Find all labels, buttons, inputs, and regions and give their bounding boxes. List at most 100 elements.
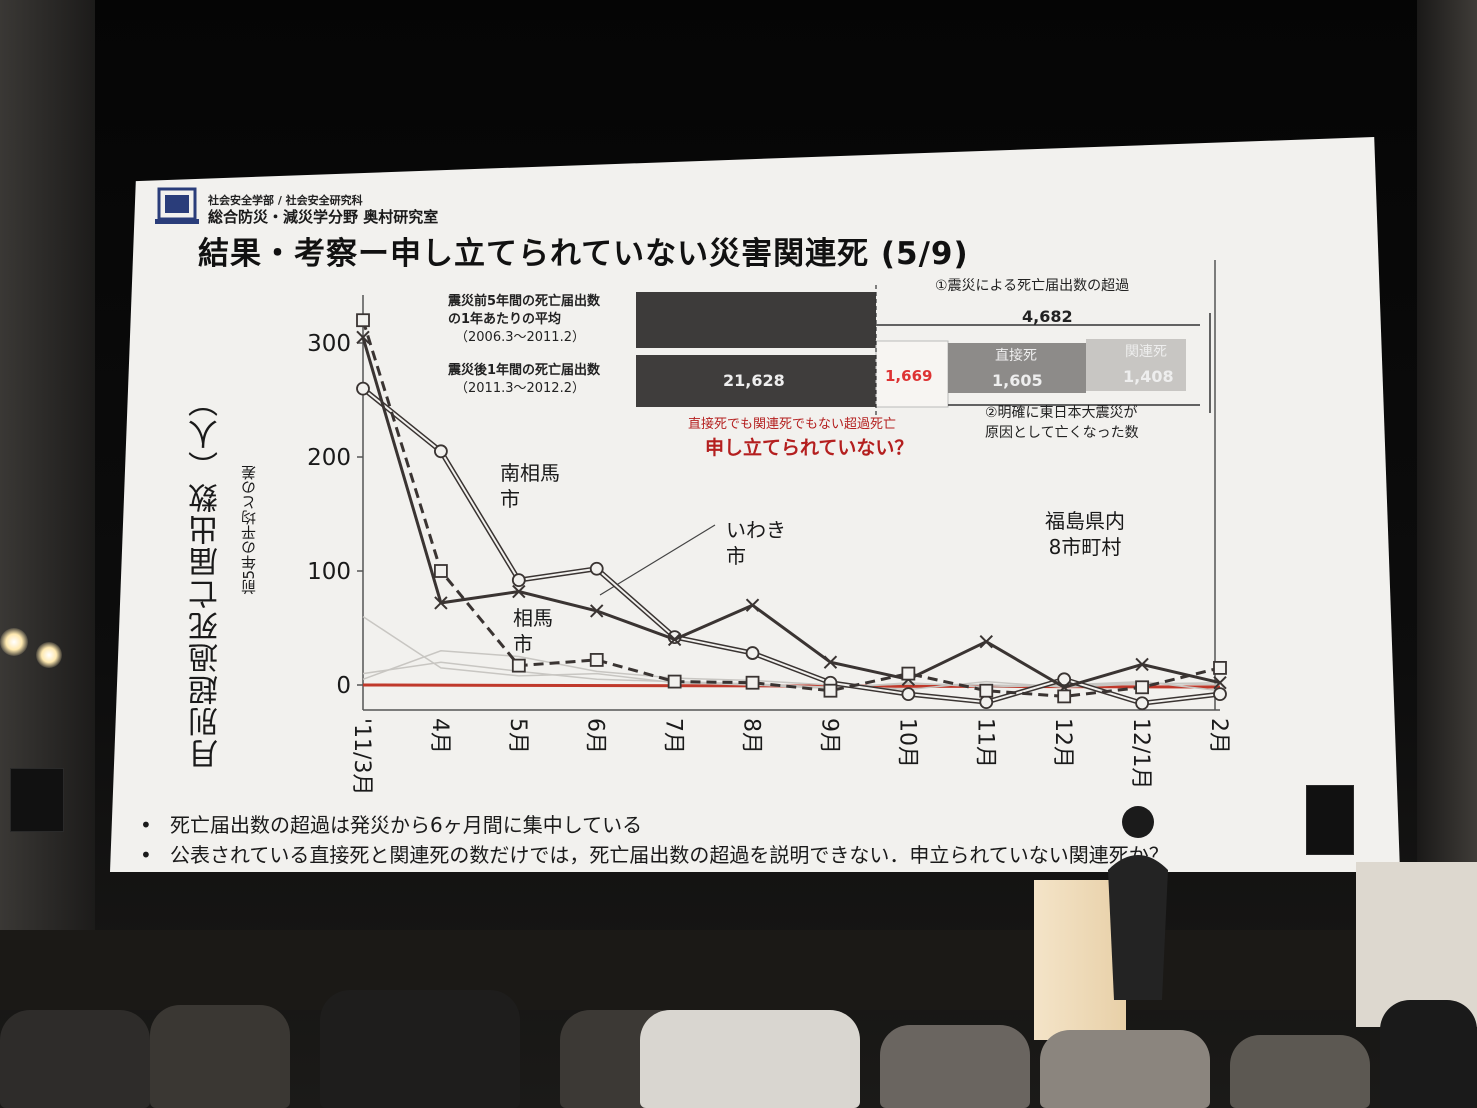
series-line-iwaki [361, 336, 1221, 689]
x-tick-label: 12/1月 [1128, 718, 1153, 789]
speaker-right [1306, 785, 1354, 855]
point-soma [589, 653, 604, 667]
clear-cause-1: ②明確に東日本大震災が [985, 405, 1138, 421]
point-soma [745, 675, 760, 690]
point-minamisoma [745, 646, 760, 660]
point-soma [823, 683, 838, 698]
neither-label: 直接死でも関連死でもない超過死亡 [688, 417, 897, 432]
point-soma [1213, 660, 1227, 675]
unclaimed-question: 申し立てられていない？ [705, 437, 914, 459]
point-soma [356, 313, 370, 328]
presenter-silhouette [1108, 806, 1168, 1000]
audience-seat [640, 1010, 860, 1108]
point-soma [1057, 689, 1072, 704]
header-lab: 総合防災・減災学分野 奥村研究室 [208, 208, 439, 226]
x-tick-label: 12月 [1050, 718, 1075, 768]
point-iwaki [1135, 657, 1149, 672]
point-soma [901, 666, 916, 681]
bullet-item-1: • 死亡届出数の超過は発災から6ヶ月間に集中している [140, 813, 643, 837]
related-label: 関連死 [1125, 344, 1167, 360]
point-iwaki [590, 604, 604, 618]
x-tick-label: 8月 [739, 718, 764, 754]
related-value: 1,408 [1123, 367, 1174, 386]
bar-value-2: 1,669 [885, 367, 933, 385]
point-soma [979, 683, 994, 698]
slide-title: 結果・考察ー申し立てられていない災害関連死 (5/9) [198, 236, 969, 272]
point-minamisoma [589, 561, 604, 576]
background-series-line [362, 650, 1221, 691]
bullet-list: • 死亡届出数の超過は発災から6ヶ月間に集中している • 公表されている直接死と関連… [140, 810, 1380, 870]
label-fukushima: 福島県内 8市町村 [1045, 509, 1125, 559]
bullet-item-2: • 公表されている直接死と関連死の数だけでは，死亡届出数の超過を説明できない．申立… [140, 843, 1169, 867]
point-iwaki [979, 634, 993, 649]
audience-seat [1040, 1030, 1210, 1108]
x-tick-label: 7月 [661, 718, 686, 754]
projection-screen [110, 137, 1400, 872]
point-soma [511, 658, 526, 673]
direct-value: 1,605 [992, 371, 1043, 390]
bar-value-1: 21,628 [723, 371, 785, 390]
excess-label: ①震災による死亡届出数の超過 [935, 278, 1130, 294]
point-minamisoma [901, 687, 916, 702]
series-line-soma [361, 319, 1221, 698]
point-iwaki [667, 632, 682, 647]
whiteboard [1356, 862, 1477, 1027]
excess-value: 4,682 [1022, 307, 1073, 326]
x-tick-label: 2月 [1206, 718, 1231, 754]
x-tick-label: 6月 [583, 718, 608, 754]
direct-death-bar [948, 343, 1086, 393]
left-wall [0, 0, 95, 1000]
x-tick-label: 5月 [505, 718, 530, 754]
point-iwaki [745, 598, 760, 612]
post-quake-base-bar [636, 355, 876, 407]
pre-quake-label-2: の1年あたりの平均 [448, 312, 562, 327]
x-tick-label: 4月 [427, 718, 452, 754]
related-death-bar [1086, 339, 1186, 391]
x-tick-label: 10月 [894, 718, 919, 768]
stage-light-left-2 [36, 642, 62, 668]
x-tick-label: 11月 [972, 718, 997, 768]
point-iwaki [434, 596, 448, 610]
point-minamisoma [511, 573, 526, 588]
point-minamisoma [1057, 672, 1072, 687]
audience-seat [320, 990, 520, 1108]
x-tick-label: '11/3月 [349, 718, 374, 795]
iwaki-leader-line [599, 524, 716, 596]
point-minamisoma [1135, 696, 1149, 711]
post-quake-label-1: 震災後1年間の死亡届出数 [448, 363, 601, 378]
point-soma [434, 564, 448, 578]
point-iwaki [1213, 676, 1227, 690]
pre-quake-label-1: 震災前5年間の死亡届出数 [448, 294, 601, 309]
point-minamisoma [979, 695, 994, 710]
stage-floor [0, 930, 1477, 1010]
label-soma: 相馬 市 [513, 606, 553, 656]
y-tick-label: 0 [336, 673, 351, 699]
clear-cause-2: 原因として亡くなった数 [985, 425, 1139, 441]
point-soma [1135, 680, 1149, 695]
speaker-left [10, 768, 64, 832]
point-iwaki [512, 584, 526, 599]
audience-seat [0, 1010, 150, 1108]
pre-quake-label-3: （2006.3〜2011.2） [455, 330, 585, 345]
audience-seat [880, 1025, 1030, 1108]
stage-light-left-1 [0, 628, 28, 656]
line-chart: 300 200 100 0 '11/3月 4月 5月 6月 7月 8月 9月 10月 11月 12月 12… [307, 260, 1231, 795]
right-wall [1417, 0, 1477, 1000]
y-tick-label: 200 [307, 445, 351, 471]
university-logo [155, 187, 199, 224]
pre-quake-bar [636, 292, 876, 348]
audience-seat [1380, 1000, 1477, 1108]
point-iwaki [356, 330, 370, 345]
label-iwaki: いわき 市 [726, 518, 786, 568]
point-iwaki [823, 655, 838, 669]
x-tick-label: 9月 [816, 718, 841, 754]
point-soma [667, 674, 682, 689]
direct-label: 直接死 [995, 348, 1037, 364]
audience-seat [150, 1005, 290, 1108]
point-minamisoma [356, 381, 370, 396]
point-minamisoma [434, 444, 448, 459]
y-tick-label: 300 [307, 331, 351, 357]
point-minamisoma [1213, 687, 1227, 702]
label-minamisoma: 南相馬 市 [500, 461, 560, 511]
audience-seat [1230, 1035, 1370, 1108]
